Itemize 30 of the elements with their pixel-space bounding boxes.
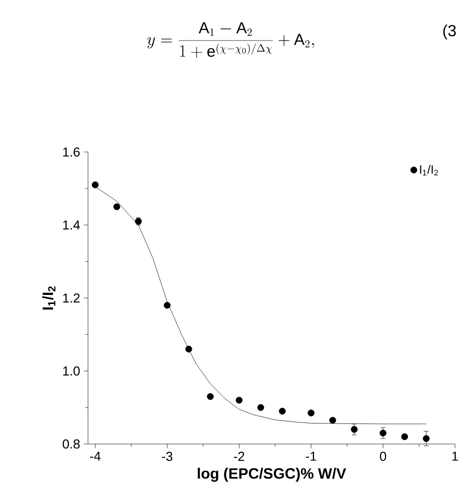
x-axis-title: log (EPC/SGC)% W/V bbox=[198, 468, 346, 482]
x-tick-label: 0 bbox=[380, 452, 386, 461]
point bbox=[206, 393, 214, 400]
y-tick-label: 1.4 bbox=[63, 220, 80, 230]
y-tick-label: 1.0 bbox=[63, 366, 80, 376]
point bbox=[164, 302, 171, 309]
x-tick-label: 1 bbox=[452, 452, 458, 461]
x-tick-label: -4 bbox=[90, 452, 101, 461]
y-tick-label: 1.2 bbox=[63, 293, 80, 303]
point bbox=[92, 181, 99, 188]
point bbox=[257, 404, 264, 411]
y-tick-label: 1.6 bbox=[63, 147, 80, 157]
point bbox=[422, 435, 430, 442]
point bbox=[278, 408, 286, 415]
point bbox=[401, 433, 408, 440]
y-tick-label: 0.8 bbox=[62, 439, 80, 449]
text: (3 bbox=[443, 24, 456, 40]
text: $y = \frac{\mathrm{A}_1 - \mathrm{A}_2}{1 + \mathrm{e}^{(\chi - \chi_0)/\Delta\chi}} + \mathrm{A}_2,$ bbox=[147, 22, 314, 58]
point bbox=[329, 416, 336, 424]
point bbox=[185, 346, 192, 352]
x-tick-label: -2 bbox=[234, 452, 244, 461]
x-tick-label: -3 bbox=[162, 452, 172, 461]
x-tick-label: -1 bbox=[306, 452, 316, 461]
point bbox=[350, 426, 358, 433]
point bbox=[236, 396, 243, 404]
legend-label: I$_{1}$/I$_{2}$ bbox=[420, 164, 438, 176]
point bbox=[308, 410, 314, 416]
point bbox=[380, 430, 386, 436]
point bbox=[113, 203, 120, 210]
y-axis-title: I$_{1}$/I$_{2}$ bbox=[42, 286, 56, 310]
